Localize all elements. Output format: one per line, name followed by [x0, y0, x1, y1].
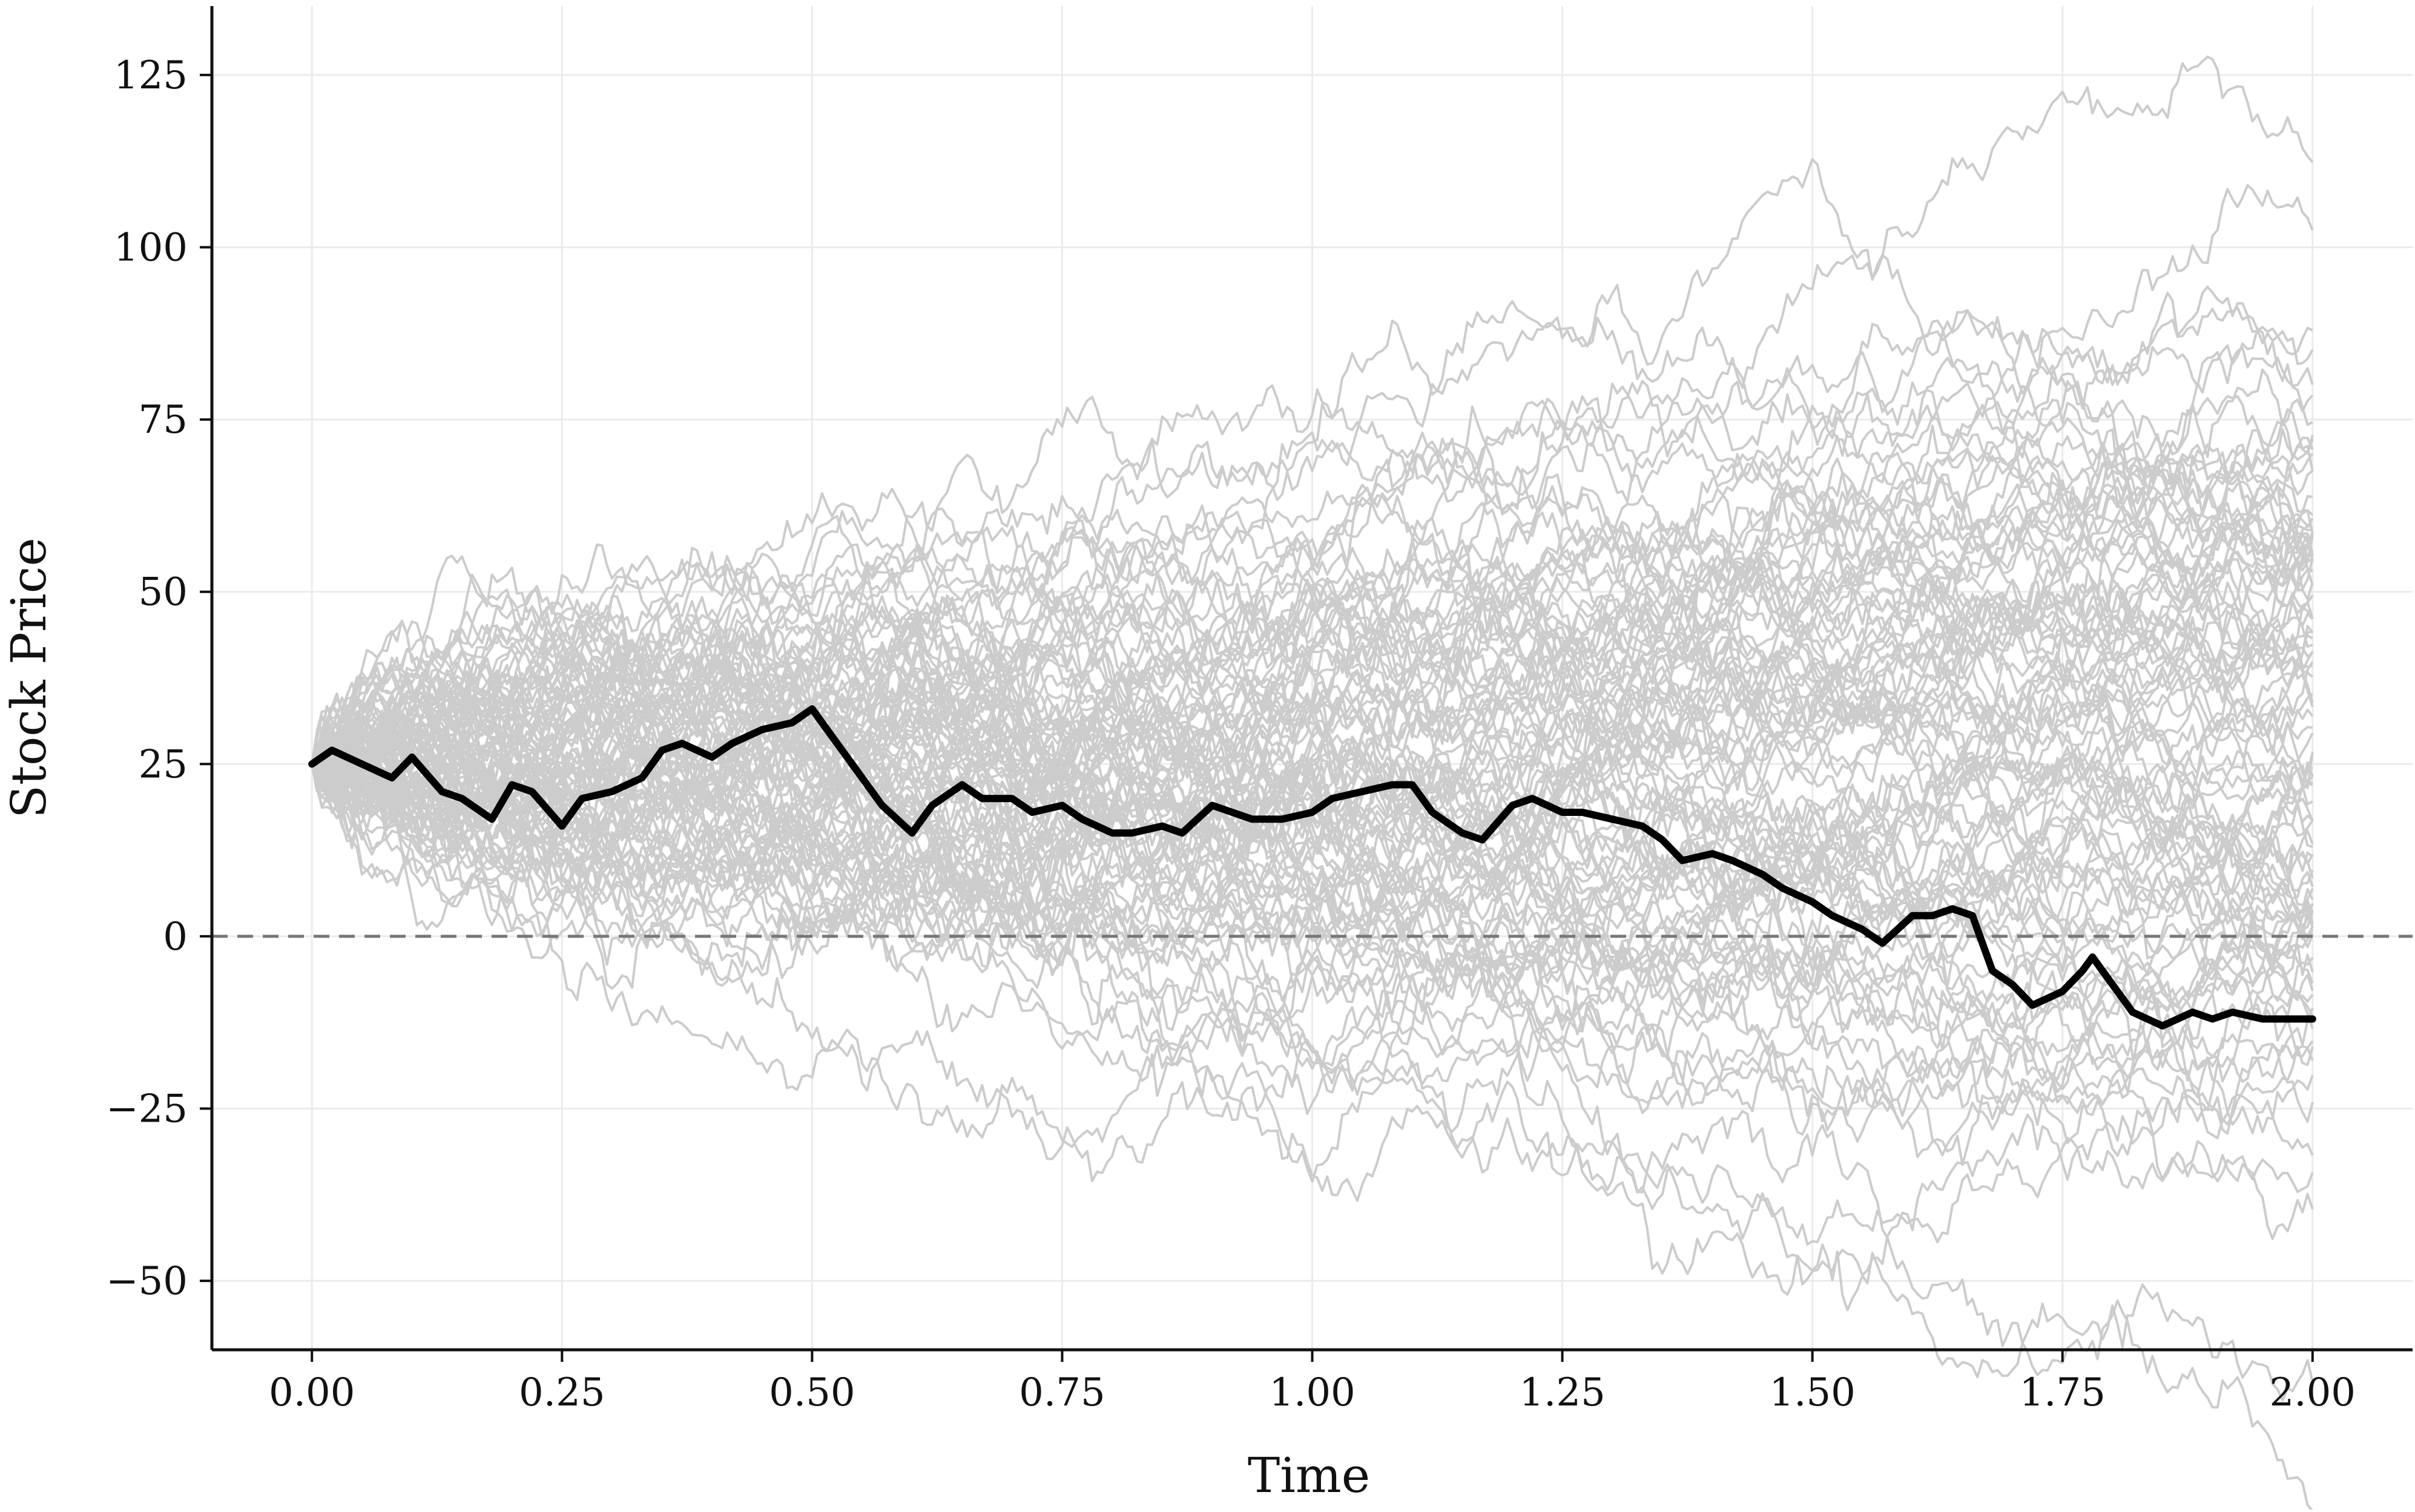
simulated-path-91 — [311, 744, 2314, 1183]
simulated-path-4 — [311, 327, 2313, 777]
axes — [200, 6, 2413, 1362]
simulated-path-46 — [311, 763, 2314, 1182]
simulated-path-53 — [311, 705, 2314, 1022]
y-tick-label-7: 125 — [114, 53, 188, 98]
x-tick-label-6: 1.50 — [1769, 1370, 1856, 1415]
y-tick-label-4: 50 — [139, 570, 188, 615]
tick-labels: 0.00 0.25 0.50 0.75 1.00 1.25 1.50 1.75 2.00 −50 −… — [106, 53, 2356, 1415]
simulated-path-84 — [311, 553, 2314, 863]
highlighted-path-0 — [308, 705, 2316, 1030]
simulated-path-58 — [311, 608, 2314, 1120]
x-tick-label-7: 1.75 — [2019, 1370, 2106, 1415]
simulated-path-98 — [311, 597, 2314, 984]
simulated-path-82 — [311, 357, 2313, 823]
simulated-path-75 — [311, 739, 2313, 1053]
y-tick-label-3: 25 — [139, 742, 188, 787]
simulated-path-71 — [311, 424, 2314, 764]
simulated-path-68 — [311, 368, 2314, 765]
series-group — [308, 705, 2316, 1030]
simulated-path-61 — [311, 691, 2314, 1157]
x-tick-label-1: 0.25 — [519, 1370, 605, 1415]
x-tick-label-4: 1.00 — [1269, 1370, 1356, 1415]
y-axis-label: Stock Price — [1, 537, 57, 818]
x-tick-label-2: 0.50 — [769, 1370, 855, 1415]
simulated-paths — [311, 55, 2314, 1512]
x-tick-label-5: 1.25 — [1519, 1370, 1606, 1415]
simulated-path-41 — [311, 758, 2314, 1246]
simulated-path-52 — [311, 634, 2314, 1135]
simulated-path-92 — [311, 658, 2314, 1030]
x-axis-label: Time — [1248, 1447, 1370, 1504]
simulated-path-99 — [311, 744, 2314, 1070]
y-tick-label-0: −50 — [106, 1259, 188, 1304]
simulated-path-5 — [311, 483, 2314, 942]
simulated-path-28 — [311, 763, 2314, 1157]
y-tick-label-1: −25 — [106, 1087, 188, 1132]
simulated-path-96 — [311, 495, 2313, 855]
simulated-path-86 — [311, 609, 2314, 1140]
simulated-path-78 — [311, 583, 2314, 816]
simulated-path-89 — [311, 697, 2314, 1069]
simulated-path-1 — [311, 747, 2313, 970]
simulated-path-83 — [311, 692, 2314, 892]
x-tick-label-3: 0.75 — [1019, 1370, 1105, 1415]
x-tick-label-0: 0.00 — [269, 1370, 355, 1415]
simulated-path-43 — [311, 487, 2313, 774]
simulated-path-93 — [311, 394, 2314, 959]
x-tick-label-8: 2.00 — [2270, 1370, 2356, 1415]
simulated-path-80 — [311, 697, 2314, 1512]
simulated-path-88 — [311, 55, 2314, 898]
simulated-path-72 — [311, 158, 2314, 787]
simulated-path-31 — [311, 651, 2314, 866]
simulated-path-87 — [311, 692, 2314, 1011]
simulated-path-32 — [311, 309, 2314, 774]
y-tick-label-2: 0 — [163, 915, 188, 959]
y-tick-label-6: 100 — [114, 225, 188, 270]
simulated-path-97 — [311, 606, 2314, 960]
y-tick-label-5: 75 — [139, 398, 188, 442]
